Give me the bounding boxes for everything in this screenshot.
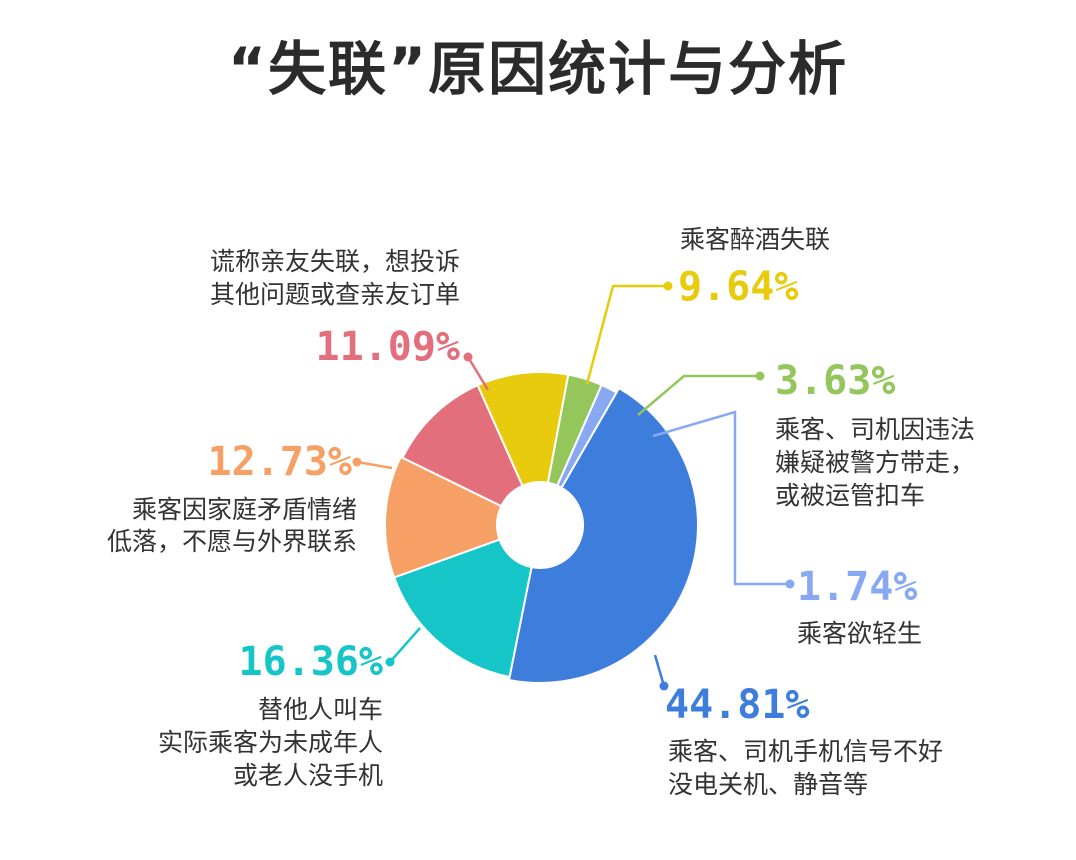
- leader-line: [466, 356, 490, 391]
- pie-slice: [555, 383, 618, 490]
- pie-slice: [507, 386, 699, 684]
- leader-line: [356, 460, 393, 470]
- slice-description: 或被运管扣车: [775, 481, 925, 510]
- slice-description: 乘客欲轻生: [797, 619, 922, 648]
- slice-value-label: 3.63%: [775, 358, 895, 404]
- pie-slice: [392, 538, 533, 679]
- slice-description: 替他人叫车: [258, 695, 383, 724]
- slice-description: 实际乘客为未成年人: [158, 728, 383, 757]
- leader-line: [389, 627, 421, 663]
- slice-description: 乘客、司机因违法: [775, 415, 975, 444]
- slice-description: 谎称亲友失联，想投诉: [210, 247, 460, 276]
- slice-description: 乘客醉酒失联: [680, 225, 830, 254]
- leader-line: [653, 654, 666, 687]
- slice-value-label: 12.73%: [208, 439, 353, 485]
- slice-description: 低落，不愿与外界联系: [107, 527, 357, 556]
- slice-value-label: 16.36%: [239, 639, 384, 685]
- leader-dot: [463, 352, 473, 362]
- slice-description: 没电关机、静音等: [668, 770, 868, 799]
- slice-value-label: 1.74%: [797, 564, 917, 610]
- leader-dot: [385, 657, 395, 667]
- slice-description: 乘客、司机手机信号不好: [668, 737, 943, 766]
- leader-line: [637, 374, 760, 416]
- slice-description: 其他问题或查亲友订单: [210, 280, 460, 309]
- leader-dot: [352, 457, 362, 467]
- leader-line: [585, 284, 668, 385]
- leader-dot: [659, 681, 669, 691]
- slice-value-label: 9.64%: [678, 264, 798, 310]
- page-title: “失联”原因统计与分析: [227, 35, 849, 103]
- pie-slice: [384, 455, 503, 579]
- slice-description: 乘客因家庭矛盾情绪: [132, 495, 357, 524]
- leader-dot: [785, 579, 795, 589]
- slice-value-label: 44.81%: [665, 682, 810, 728]
- leader-dot: [663, 281, 673, 291]
- slice-value-label: 11.09%: [316, 324, 461, 370]
- leader-dot: [755, 371, 765, 381]
- slice-description: 嫌疑被警方带走，: [775, 448, 975, 477]
- leader-line: [652, 410, 790, 586]
- pie-slice: [401, 383, 524, 508]
- slice-description: 或老人没手机: [233, 761, 383, 790]
